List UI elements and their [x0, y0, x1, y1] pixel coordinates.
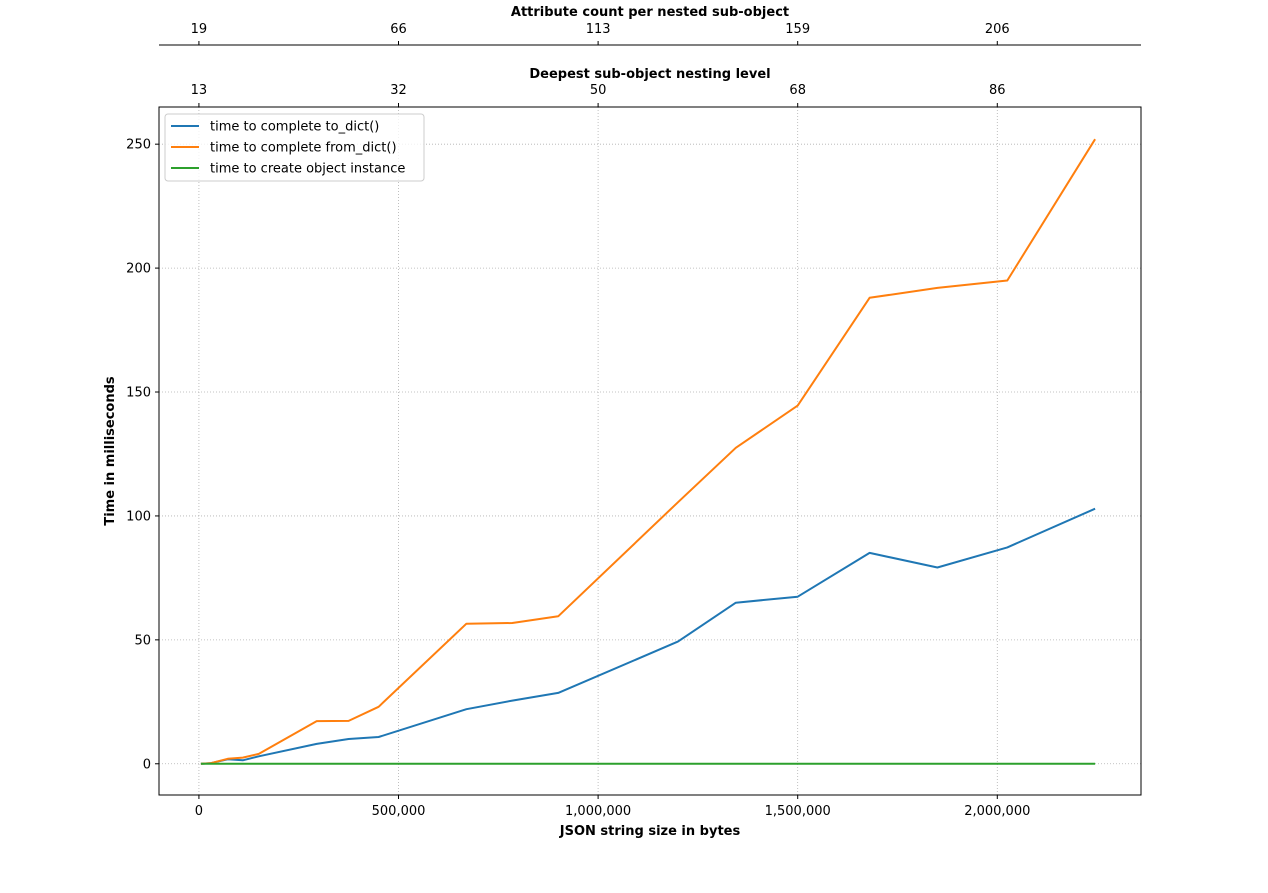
top-axis-tick-label: 206	[985, 22, 1010, 37]
top-axes: Deepest sub-object nesting level 13 32 50 68…	[159, 5, 1141, 107]
y-tick-label: 250	[126, 138, 151, 153]
x-axis-ticks: 0 500,000 1,000,000 1,500,000 2,000,000	[195, 795, 1030, 819]
x-tick-label: 2,000,000	[964, 804, 1030, 819]
legend-label-3: time to create object instance	[210, 162, 405, 177]
top-axis-tick-label: 86	[989, 83, 1006, 98]
x-tick-label: 0	[195, 804, 203, 819]
legend-label-2: time to complete from_dict()	[210, 141, 397, 156]
top-axis-tick-label: 13	[191, 83, 208, 98]
y-axis-label: Time in milliseconds	[103, 376, 118, 526]
y-axis-ticks: 0 50 100 150 200 250	[126, 138, 159, 772]
top-axis-tick-label: 159	[785, 22, 810, 37]
series-lines	[200, 138, 1096, 765]
series-line-2	[200, 138, 1096, 765]
x-tick-label: 500,000	[372, 804, 426, 819]
top-axis-label: Attribute count per nested sub-object	[511, 5, 789, 20]
top-axis-tick-label: 50	[590, 83, 607, 98]
x-tick-label: 1,500,000	[765, 804, 831, 819]
legend-box	[164, 113, 425, 182]
top-axis-tick-label: 113	[586, 22, 611, 37]
grid	[159, 107, 1141, 795]
y-tick-label: 50	[134, 633, 151, 648]
y-tick-label: 100	[126, 509, 151, 524]
y-tick-label: 200	[126, 262, 151, 277]
legend: time to complete to_dict()time to comple…	[164, 113, 425, 182]
y-tick-label: 0	[143, 757, 151, 772]
y-tick-label: 150	[126, 386, 151, 401]
x-axis-label: JSON string size in bytes	[559, 824, 741, 839]
x-tick-label: 1,000,000	[565, 804, 631, 819]
top-axis-tick-label: 19	[191, 22, 208, 37]
top-axis-label: Deepest sub-object nesting level	[529, 67, 770, 82]
top-axis-tick-label: 66	[390, 22, 407, 37]
top-axis-tick-label: 68	[789, 83, 806, 98]
plot-frame	[158, 106, 1142, 796]
top-axis-tick-label: 32	[390, 83, 407, 98]
series-line-1	[200, 507, 1096, 765]
legend-label-1: time to complete to_dict()	[210, 120, 379, 135]
